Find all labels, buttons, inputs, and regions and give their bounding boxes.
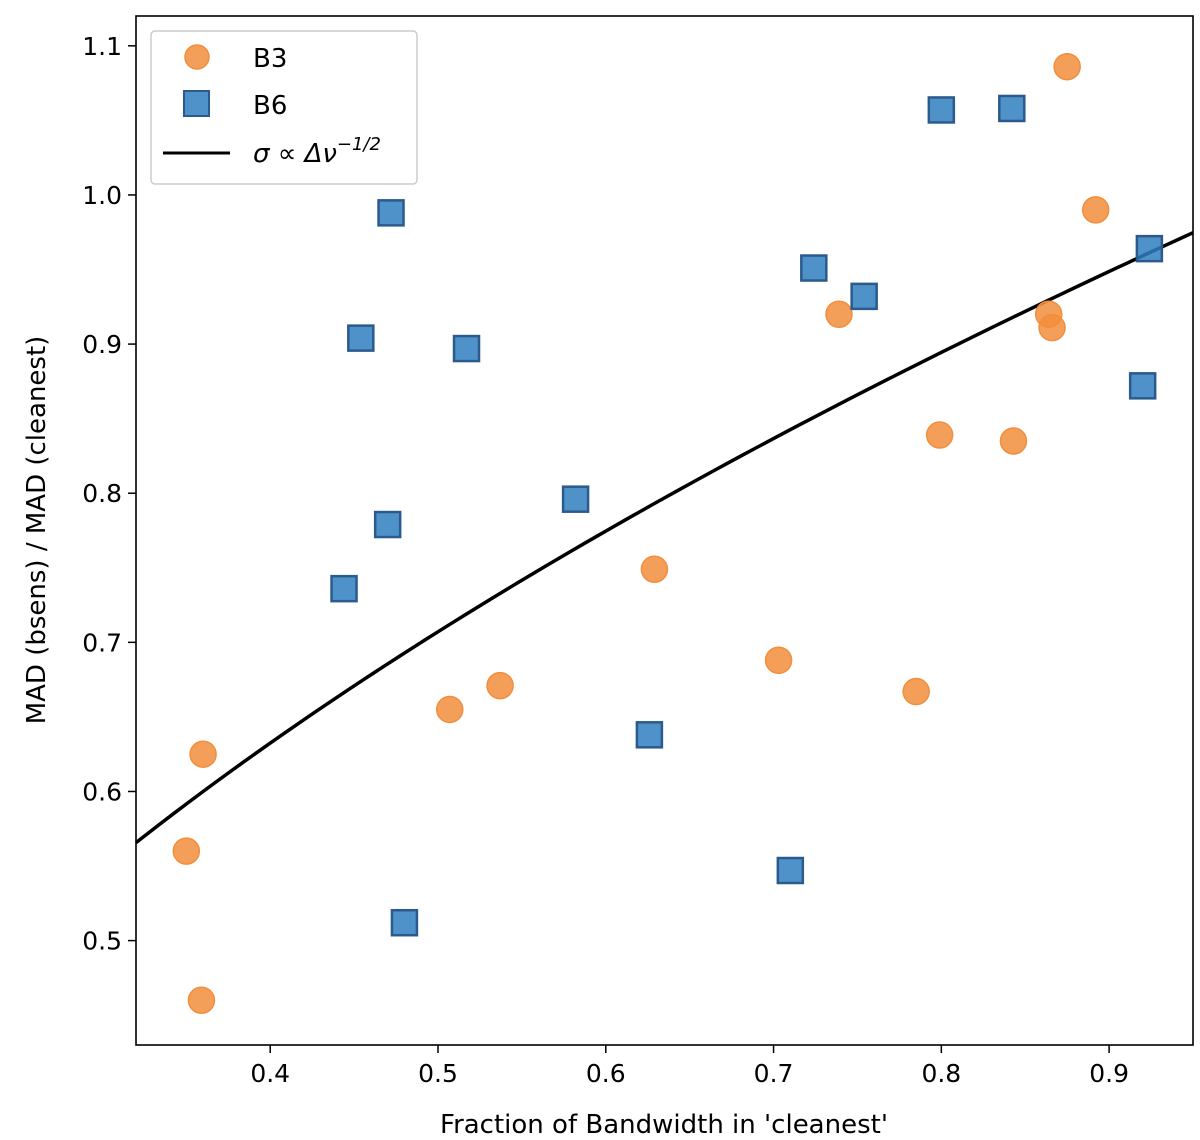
x-tick-label: 0.9	[1089, 1059, 1129, 1088]
legend-b6-marker	[183, 90, 210, 117]
b6-point	[1135, 234, 1164, 263]
b6-point	[390, 908, 419, 937]
b6-point	[776, 856, 805, 885]
b6-point	[635, 721, 664, 749]
model-line-layer	[134, 231, 1194, 845]
b3-point	[999, 427, 1028, 455]
model-line	[134, 231, 1194, 845]
legend-b3-marker	[184, 44, 210, 70]
y-tick-label: 0.6	[82, 777, 122, 806]
b3-point	[189, 740, 217, 768]
y-axis-ticks: 0.5 0.6 0.7 0.8 0.9 1.0 1.1	[82, 32, 136, 956]
x-tick-label: 0.8	[921, 1059, 961, 1088]
b6-point	[850, 282, 878, 311]
b3-point	[902, 677, 930, 706]
b3-point	[1038, 313, 1066, 342]
x-tick-label: 0.5	[418, 1059, 458, 1088]
x-tick-label: 0.4	[250, 1059, 290, 1088]
b3-point	[640, 555, 669, 584]
legend-b6-label: B6	[253, 91, 287, 121]
b3-point	[435, 695, 464, 724]
b6-point	[347, 324, 375, 352]
b6-point	[998, 94, 1026, 123]
plot-background	[136, 16, 1193, 1045]
legend-line-name: σ ∝ Δν	[253, 139, 337, 169]
b3-point	[1053, 52, 1081, 81]
b6-point	[927, 96, 956, 124]
b3-point	[764, 646, 793, 674]
legend-line-superscript: −1/2	[337, 134, 381, 155]
b3-point	[1081, 196, 1110, 224]
x-axis-label: Fraction of Bandwidth in 'cleanest'	[440, 1110, 888, 1140]
b3-point	[825, 300, 853, 329]
legend: B3 B6 σ ∝ Δν−1/2	[150, 30, 418, 185]
y-tick-label: 0.9	[82, 330, 122, 359]
b6-point	[452, 334, 481, 363]
b3-point	[187, 986, 216, 1015]
b3-point	[486, 671, 514, 700]
legend-box	[150, 30, 418, 185]
b3-point	[925, 421, 954, 449]
y-tick-label: 0.7	[82, 628, 122, 657]
x-axis-ticks: 0.4 0.5 0.6 0.7 0.8 0.9	[250, 1045, 1129, 1088]
b6-point	[330, 574, 358, 603]
y-axis-label: MAD (bsens) / MAD (cleanest)	[22, 336, 52, 725]
data-points-layer	[172, 52, 1164, 1015]
y-tick-label: 0.8	[82, 479, 122, 508]
b6-point	[800, 254, 828, 282]
y-tick-label: 0.5	[82, 927, 122, 956]
b6-point	[1128, 372, 1157, 400]
legend-line-label: σ ∝ Δν−1/2	[253, 134, 381, 169]
b6-point	[561, 485, 590, 513]
x-tick-label: 0.7	[754, 1059, 794, 1088]
y-tick-label: 1.1	[82, 32, 122, 61]
plot-frame	[135, 15, 1194, 1046]
b6-point	[377, 199, 405, 227]
y-tick-label: 1.0	[82, 181, 122, 210]
legend-b3-label: B3	[253, 44, 287, 74]
b3-point	[172, 837, 201, 865]
b6-point	[373, 510, 402, 539]
x-tick-label: 0.6	[586, 1059, 626, 1088]
